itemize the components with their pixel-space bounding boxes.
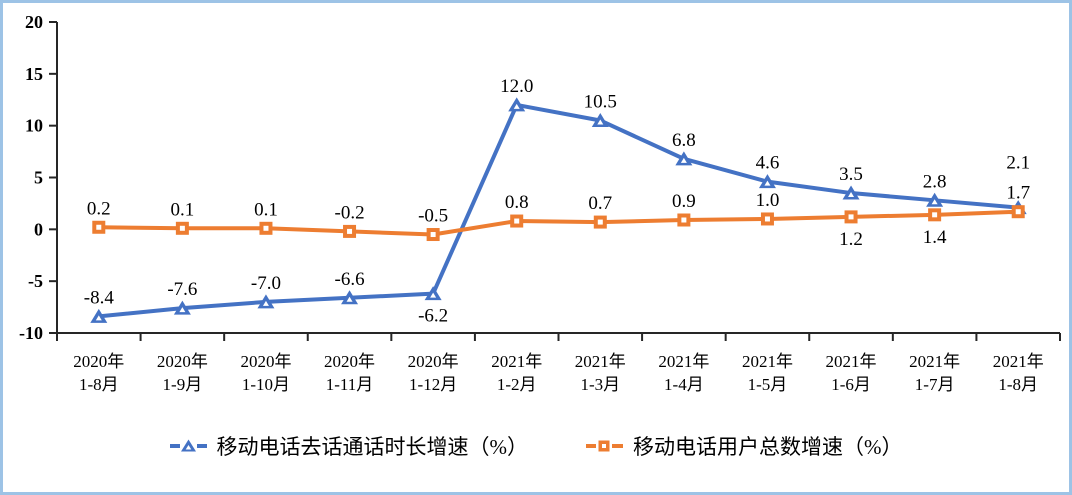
data-label: 1.2 bbox=[839, 229, 863, 250]
data-label: -8.4 bbox=[84, 287, 115, 308]
x-axis-label: 1-5月 bbox=[748, 375, 788, 394]
series-line-0 bbox=[96, 102, 1021, 319]
data-point-marker-triangle-core bbox=[262, 300, 269, 306]
x-axis-label: 1-12月 bbox=[409, 375, 457, 394]
data-point-marker-triangle-core bbox=[179, 307, 186, 313]
x-axis-label: 2021年 bbox=[993, 352, 1044, 371]
data-label: -6.6 bbox=[335, 269, 365, 290]
data-point-marker-triangle-core bbox=[430, 292, 437, 298]
y-axis-tick-label: 20 bbox=[25, 12, 43, 32]
data-label: 10.5 bbox=[584, 91, 617, 112]
chart-legend: 移动电话去话通话时长增速（%） 移动电话用户总数增速（%） bbox=[3, 431, 1069, 461]
data-label: 6.8 bbox=[672, 130, 696, 151]
data-point-marker-triangle-core bbox=[931, 199, 938, 205]
x-axis-label: 1-9月 bbox=[163, 375, 203, 394]
data-point-marker-triangle-core bbox=[680, 157, 687, 163]
x-axis-label: 2020年 bbox=[73, 352, 124, 371]
data-point-marker-square-core bbox=[1015, 209, 1021, 215]
x-axis-label: 2021年 bbox=[742, 352, 793, 371]
x-axis-label: 2021年 bbox=[658, 352, 709, 371]
y-axis-tick-label: 5 bbox=[34, 168, 43, 188]
data-label: 0.1 bbox=[171, 199, 195, 220]
x-axis-label: 2020年 bbox=[324, 352, 375, 371]
x-axis-label: 1-8月 bbox=[998, 375, 1038, 394]
x-axis-label: 2021年 bbox=[826, 352, 877, 371]
data-point-marker-triangle-core bbox=[95, 315, 102, 321]
data-point-marker-triangle-core bbox=[513, 103, 520, 109]
data-label: 1.0 bbox=[756, 190, 780, 211]
x-axis-label: 1-10月 bbox=[242, 375, 290, 394]
data-label: 0.1 bbox=[254, 199, 278, 220]
data-point-marker-square-core bbox=[263, 225, 269, 231]
data-point-marker-square-core bbox=[347, 228, 353, 234]
x-axis-label: 1-7月 bbox=[915, 375, 955, 394]
data-point-marker-square-core bbox=[514, 218, 520, 224]
x-axis-label: 1-2月 bbox=[497, 375, 537, 394]
data-label: 2.1 bbox=[1006, 153, 1030, 174]
series-line-1 bbox=[96, 209, 1021, 237]
data-label: 3.5 bbox=[839, 164, 863, 185]
data-point-marker-triangle-core bbox=[764, 180, 771, 186]
data-point-marker-triangle-core bbox=[597, 119, 604, 125]
x-axis-label: 2021年 bbox=[909, 352, 960, 371]
y-axis-tick-label: -10 bbox=[19, 323, 43, 343]
data-label: 4.6 bbox=[756, 153, 780, 174]
x-axis-label: 1-11月 bbox=[326, 375, 374, 394]
x-axis-label: 2021年 bbox=[575, 352, 626, 371]
x-axis-label: 1-8月 bbox=[79, 375, 119, 394]
y-axis-tick-label: 10 bbox=[25, 116, 43, 136]
data-label: -7.6 bbox=[167, 279, 197, 300]
x-axis-label: 1-3月 bbox=[580, 375, 620, 394]
data-point-marker-square-core bbox=[764, 216, 770, 222]
data-point-marker-triangle-core bbox=[848, 192, 855, 198]
data-label: 0.8 bbox=[505, 192, 529, 213]
x-axis-label: 2020年 bbox=[157, 352, 208, 371]
data-label: 0.9 bbox=[672, 191, 696, 212]
chart-canvas: 20 15 10 5 0 -5 -10 2020年 1-8月 2020年 1-9月 2020年 1-10… bbox=[19, 12, 1061, 394]
data-label: 2.8 bbox=[923, 171, 947, 192]
data-point-marker-square-core bbox=[597, 219, 603, 225]
legend-triangle-marker-icon bbox=[169, 439, 207, 452]
data-label: 0.2 bbox=[87, 198, 111, 219]
data-label: 12.0 bbox=[500, 76, 533, 97]
legend-item-subscriber-total-growth: 移动电话用户总数增速（%） bbox=[586, 431, 903, 461]
data-point-marker-square-core bbox=[96, 224, 102, 230]
y-axis-tick-label: 15 bbox=[25, 64, 43, 84]
data-point-marker-triangle-core bbox=[346, 296, 353, 302]
x-axis-label: 2020年 bbox=[240, 352, 291, 371]
legend-label-subscriber-total-growth: 移动电话用户总数增速（%） bbox=[633, 435, 903, 459]
data-label: -0.2 bbox=[335, 202, 365, 223]
data-label: 1.4 bbox=[923, 227, 947, 248]
x-axis-label: 2020年 bbox=[408, 352, 459, 371]
x-axis-label: 1-4月 bbox=[664, 375, 704, 394]
data-point-marker-square-core bbox=[430, 232, 436, 238]
legend-square-marker-icon bbox=[586, 440, 623, 452]
data-label: -0.5 bbox=[418, 206, 448, 227]
data-point-marker-square-core bbox=[932, 212, 938, 218]
y-axis-tick-label: -5 bbox=[28, 271, 43, 291]
legend-item-call-duration-growth: 移动电话去话通话时长增速（%） bbox=[169, 431, 529, 461]
data-point-marker-square-core bbox=[681, 217, 687, 223]
legend-label-call-duration-growth: 移动电话去话通话时长增速（%） bbox=[216, 435, 529, 459]
data-point-marker-square-core bbox=[848, 214, 854, 220]
y-axis-tick-label: 0 bbox=[34, 219, 43, 239]
data-point-marker-square-core bbox=[179, 225, 185, 231]
data-label: -6.2 bbox=[418, 306, 448, 327]
data-label: -7.0 bbox=[251, 273, 281, 294]
data-label: 0.7 bbox=[588, 193, 612, 214]
x-axis-label: 1-6月 bbox=[831, 375, 871, 394]
data-label: 1.7 bbox=[1006, 183, 1030, 204]
x-axis-label: 2021年 bbox=[491, 352, 542, 371]
